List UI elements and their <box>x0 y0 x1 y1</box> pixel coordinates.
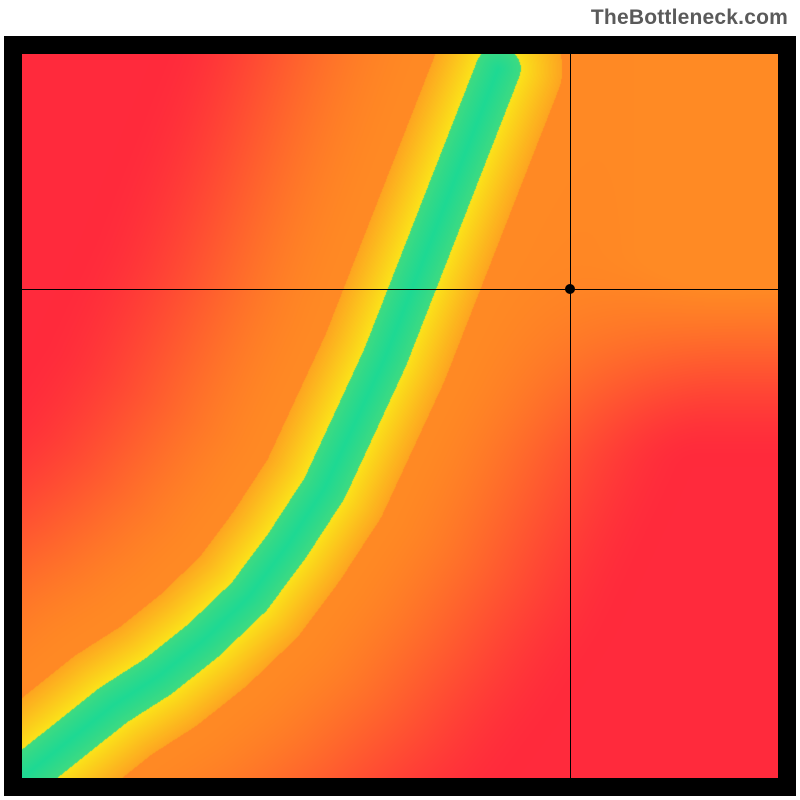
crosshair-horizontal <box>22 289 778 290</box>
watermark-text: TheBottleneck.com <box>591 6 788 30</box>
bottleneck-heatmap <box>22 54 778 778</box>
selection-marker <box>565 284 575 294</box>
crosshair-vertical <box>570 54 571 778</box>
